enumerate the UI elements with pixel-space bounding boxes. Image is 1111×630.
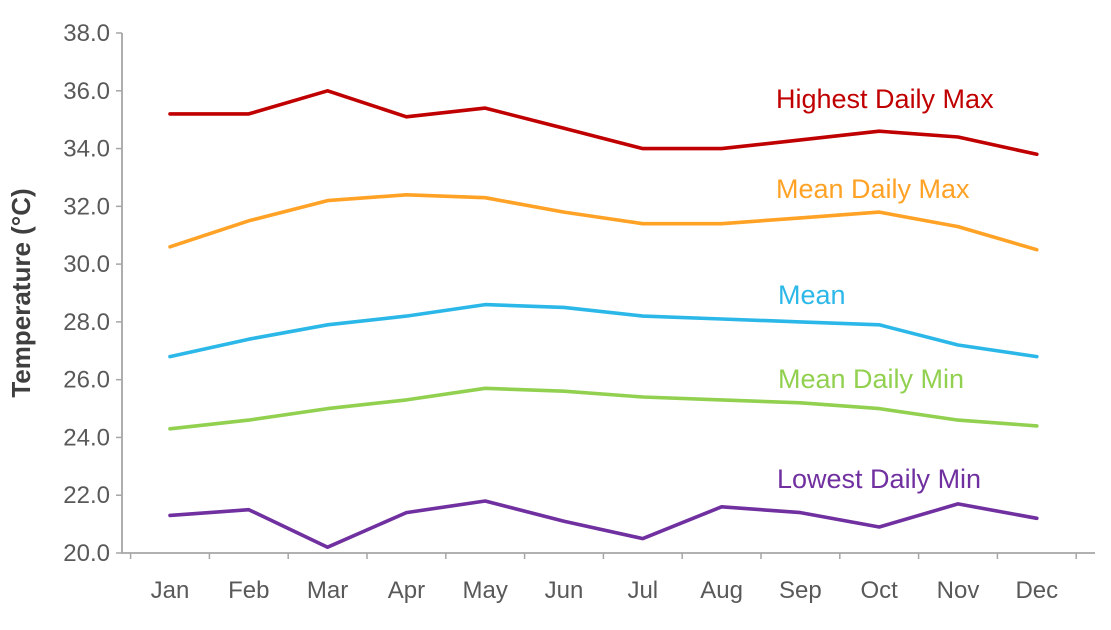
series-label-mean-daily-min: Mean Daily Min (778, 364, 964, 394)
y-tick-label: 32.0 (63, 193, 110, 220)
x-month-label: Nov (937, 577, 980, 604)
x-month-label: May (463, 577, 508, 604)
x-month-label: Oct (861, 577, 899, 604)
x-month-label: Jun (545, 577, 584, 604)
x-month-label: Mar (307, 577, 348, 604)
series-label-highest-daily-max: Highest Daily Max (776, 84, 994, 114)
x-month-label: Feb (228, 577, 269, 604)
y-axis-title: Temperature (°C) (6, 188, 36, 397)
y-tick-label: 38.0 (63, 20, 110, 47)
x-axis-month-labels: Jan Feb Mar Apr May Jun Jul Aug Sep Oct Nov Dec (129, 553, 1077, 604)
series-line-mean-daily-min (168, 386, 1039, 431)
y-tick-label: 22.0 (63, 482, 110, 509)
y-tick-label: 24.0 (63, 424, 110, 451)
y-tick-label: 30.0 (63, 251, 110, 278)
series-line-mean-daily-max (168, 193, 1039, 252)
x-month-label: Aug (700, 577, 743, 604)
x-month-label: Jan (151, 577, 190, 604)
y-tick-label: 34.0 (63, 136, 110, 163)
y-tick-label: 36.0 (63, 78, 110, 105)
series-label-mean-daily-max: Mean Daily Max (776, 174, 970, 204)
series-label-mean: Mean (778, 280, 846, 310)
series-line-highest-daily-max (168, 89, 1039, 157)
series-line-mean (168, 302, 1039, 359)
y-tick-label: 26.0 (63, 367, 110, 394)
x-month-label: Jul (627, 577, 658, 604)
series-line-lowest-daily-min (168, 499, 1039, 550)
y-tick-label: 20.0 (63, 540, 110, 567)
series-lines (168, 89, 1039, 550)
y-tick-label: 28.0 (63, 309, 110, 336)
series-label-lowest-daily-min: Lowest Daily Min (777, 464, 981, 494)
y-axis-tick-labels: 20.0 22.0 24.0 26.0 28.0 30.0 32.0 34.0 36.0 38.0 (63, 20, 122, 567)
series-labels: Highest Daily Max Mean Daily Max Mean Mean … (776, 84, 994, 494)
x-month-label: Sep (779, 577, 822, 604)
x-month-label: Dec (1015, 577, 1058, 604)
x-month-label: Apr (388, 577, 425, 604)
